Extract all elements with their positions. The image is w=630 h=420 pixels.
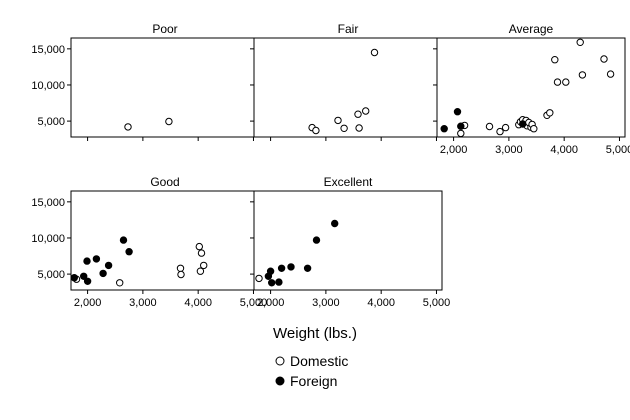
point-domestic (312, 126, 320, 135)
point-domestic (200, 261, 208, 270)
point-domestic (606, 70, 615, 78)
point-domestic (562, 78, 570, 86)
x-tick-label: 3,000 (312, 297, 340, 309)
panel-title: Poor (152, 22, 177, 36)
point-domestic (546, 109, 554, 117)
point-foreign (312, 236, 321, 244)
point-foreign (519, 120, 527, 128)
panel-title: Fair (338, 22, 359, 36)
point-domestic (176, 264, 185, 272)
point-foreign (331, 219, 339, 228)
legend: Domestic Foreign (275, 353, 348, 389)
legend-label: Domestic (290, 353, 348, 369)
point-foreign (125, 248, 133, 256)
point-domestic (362, 107, 370, 115)
x-tick-label: 2,000 (440, 144, 468, 156)
point-foreign (287, 263, 295, 271)
plot-frame (70, 37, 260, 138)
plot-frame (70, 190, 260, 291)
x-tick-label: 4,000 (367, 297, 395, 309)
point-foreign (99, 269, 107, 278)
point-domestic (553, 78, 562, 86)
panel-title: Good (150, 175, 179, 189)
point-domestic (485, 122, 494, 131)
x-tick-label: 4,000 (550, 144, 578, 156)
point-domestic (196, 267, 205, 275)
point-foreign (83, 257, 91, 265)
point-foreign (453, 108, 462, 116)
point-domestic (124, 123, 132, 131)
point-foreign (303, 264, 312, 272)
x-tick-label: 5,000 (423, 297, 451, 309)
x-tick-label: 4,000 (184, 297, 212, 309)
point-foreign (275, 278, 283, 286)
point-domestic (496, 127, 504, 136)
panel-title: Average (509, 22, 554, 36)
point-domestic (457, 129, 465, 138)
point-domestic (255, 274, 263, 283)
legend-marker (275, 356, 285, 366)
legend-label: Foreign (290, 373, 337, 389)
point-domestic (600, 55, 608, 63)
legend-item-foreign: Foreign (275, 373, 337, 389)
point-foreign (119, 236, 128, 244)
point-foreign (70, 274, 79, 282)
panel-title: Excellent (324, 175, 373, 189)
point-domestic (116, 279, 124, 287)
panel-average: Average 2,000 3,000 4,000 5,000 (433, 22, 630, 156)
panel-poor: Poor 5,000 10,000 15,000 (31, 22, 260, 141)
point-domestic (578, 71, 587, 79)
point-domestic (195, 242, 204, 251)
point-foreign (266, 267, 275, 275)
panel-excellent: Excellent 2,000 3,000 4,000 5,000 (250, 175, 450, 309)
point-domestic (340, 124, 348, 133)
y-tick-label: 5,000 (37, 269, 65, 281)
point-domestic (197, 249, 206, 257)
point-domestic (576, 38, 584, 46)
y-tick-label: 15,000 (31, 197, 65, 209)
point-domestic (355, 124, 363, 132)
y-tick-label: 15,000 (31, 44, 65, 56)
point-domestic (177, 270, 185, 279)
point-domestic (354, 110, 362, 118)
panel-fair: Fair (250, 22, 443, 141)
point-foreign (80, 272, 88, 280)
x-tick-label: 3,000 (495, 144, 523, 156)
x-axis-title: Weight (lbs.) (273, 325, 357, 342)
x-tick-label: 5,000 (240, 297, 268, 309)
plot-frame (253, 37, 443, 138)
x-tick-label: 2,000 (257, 297, 285, 309)
y-tick-label: 5,000 (37, 116, 65, 128)
point-foreign (277, 264, 286, 272)
point-foreign (440, 125, 448, 133)
panels: Poor 5,000 10,000 15,000 Fair Average 2,000 3,0… (31, 22, 630, 309)
plot-frame (253, 190, 443, 291)
point-domestic (165, 117, 173, 126)
x-tick-label: 3,000 (129, 297, 157, 309)
x-tick-label: 2,000 (74, 297, 102, 309)
point-foreign (457, 122, 465, 130)
panel-good: Good 5,000 10,000 15,000 2,000 3,000 4,000 5,00… (31, 175, 267, 309)
y-tick-label: 10,000 (31, 233, 65, 245)
y-tick-label: 10,000 (31, 80, 65, 92)
legend-item-domestic: Domestic (275, 353, 348, 369)
point-domestic (370, 48, 379, 57)
point-domestic (551, 56, 559, 64)
point-foreign (92, 255, 101, 263)
point-foreign (268, 279, 276, 287)
point-domestic (501, 123, 510, 132)
point-foreign (104, 261, 113, 270)
point-domestic (334, 116, 342, 125)
legend-marker (275, 376, 285, 386)
x-tick-label: 5,000 (606, 144, 630, 156)
point-domestic (530, 125, 538, 133)
point-foreign (83, 277, 92, 285)
